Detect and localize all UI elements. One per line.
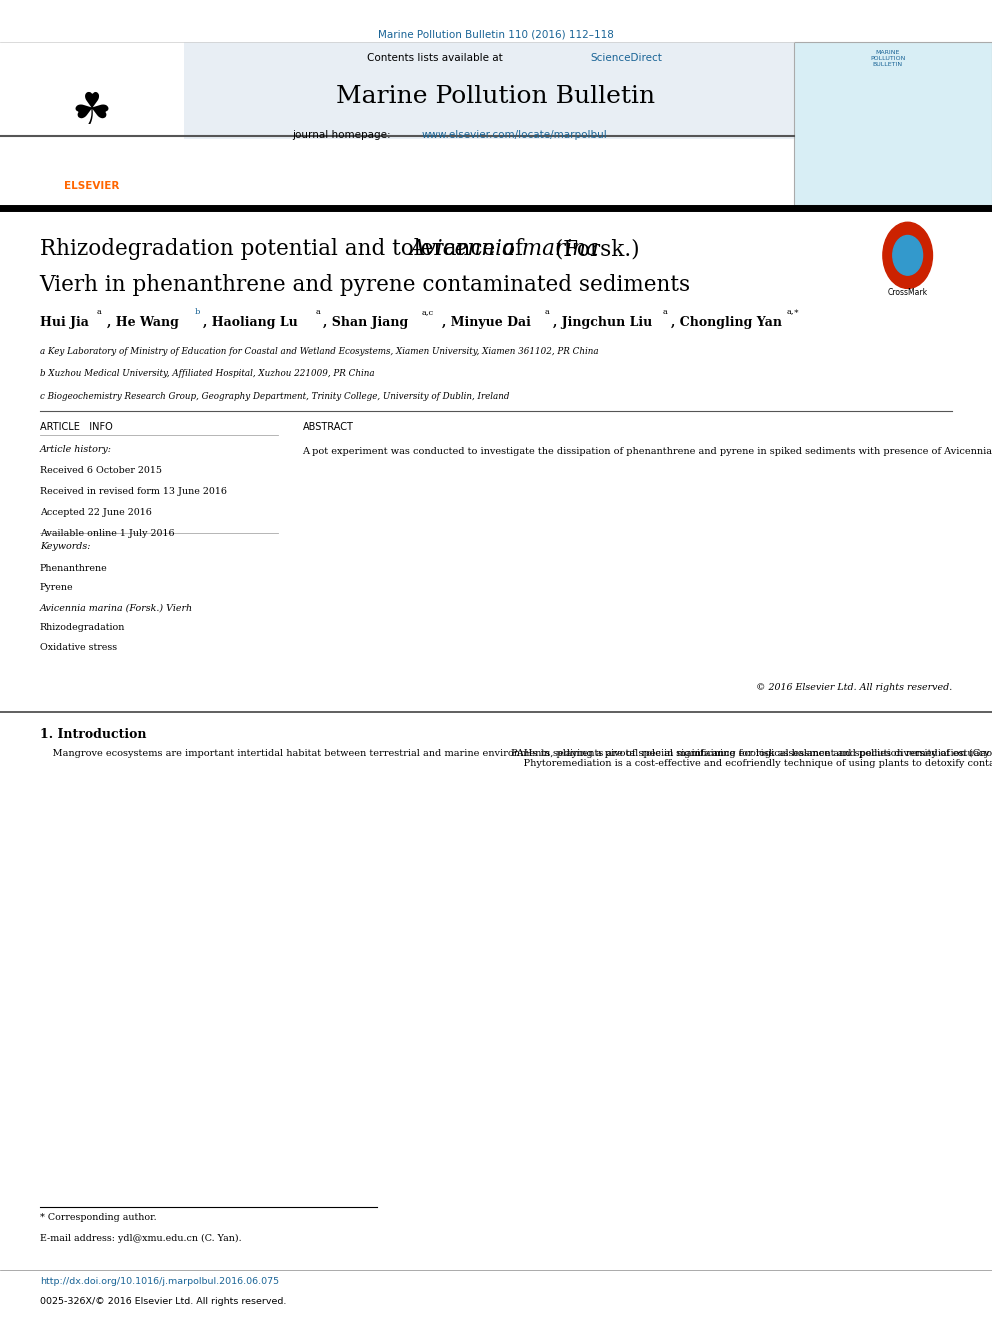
- Circle shape: [883, 222, 932, 288]
- Text: a Key Laboratory of Ministry of Education for Coastal and Wetland Ecosystems, Xi: a Key Laboratory of Ministry of Educatio…: [40, 347, 598, 356]
- FancyBboxPatch shape: [794, 42, 992, 205]
- Text: Article history:: Article history:: [40, 445, 112, 454]
- Text: , Jingchun Liu: , Jingchun Liu: [553, 316, 652, 329]
- Text: , He Wang: , He Wang: [107, 316, 179, 329]
- Text: a,c: a,c: [422, 308, 434, 316]
- Text: , Shan Jiang: , Shan Jiang: [323, 316, 409, 329]
- Text: a: a: [545, 308, 550, 316]
- Text: ELSEVIER: ELSEVIER: [63, 181, 119, 192]
- Text: 0025-326X/© 2016 Elsevier Ltd. All rights reserved.: 0025-326X/© 2016 Elsevier Ltd. All right…: [40, 1297, 286, 1306]
- Circle shape: [893, 235, 923, 275]
- Text: a,∗: a,∗: [787, 308, 800, 316]
- Text: , Minyue Dai: , Minyue Dai: [442, 316, 532, 329]
- Text: a: a: [663, 308, 668, 316]
- Text: Received 6 October 2015: Received 6 October 2015: [40, 466, 162, 475]
- Text: CrossMark: CrossMark: [888, 288, 928, 298]
- Text: Rhizodegradation potential and tolerance of: Rhizodegradation potential and tolerance…: [40, 238, 530, 261]
- Text: Mangrove ecosystems are important intertidal habitat between terrestrial and mar: Mangrove ecosystems are important intert…: [40, 749, 992, 758]
- Text: http://dx.doi.org/10.1016/j.marpolbul.2016.06.075: http://dx.doi.org/10.1016/j.marpolbul.20…: [40, 1277, 279, 1286]
- Text: a: a: [315, 308, 320, 316]
- Text: A pot experiment was conducted to investigate the dissipation of phenanthrene an: A pot experiment was conducted to invest…: [303, 447, 992, 456]
- Text: a: a: [96, 308, 101, 316]
- Text: Oxidative stress: Oxidative stress: [40, 643, 117, 652]
- Text: ☘: ☘: [71, 90, 111, 134]
- Text: c Biogeochemistry Research Group, Geography Department, Trinity College, Univers: c Biogeochemistry Research Group, Geogra…: [40, 392, 509, 401]
- Text: Phenanthrene: Phenanthrene: [40, 564, 107, 573]
- Text: Marine Pollution Bulletin: Marine Pollution Bulletin: [336, 85, 656, 107]
- Text: Accepted 22 June 2016: Accepted 22 June 2016: [40, 508, 152, 517]
- Text: Contents lists available at: Contents lists available at: [367, 53, 506, 64]
- Text: 1. Introduction: 1. Introduction: [40, 728, 146, 741]
- Text: MARINE
POLLUTION
BULLETIN: MARINE POLLUTION BULLETIN: [870, 50, 906, 67]
- Text: (Forsk.): (Forsk.): [548, 238, 639, 261]
- Text: © 2016 Elsevier Ltd. All rights reserved.: © 2016 Elsevier Ltd. All rights reserved…: [756, 683, 952, 692]
- Text: Avicennia marina (Forsk.) Vierh: Avicennia marina (Forsk.) Vierh: [40, 603, 192, 613]
- Text: Vierh in phenanthrene and pyrene contaminated sediments: Vierh in phenanthrene and pyrene contami…: [40, 274, 690, 296]
- Text: ARTICLE   INFO: ARTICLE INFO: [40, 422, 112, 433]
- Text: Hui Jia: Hui Jia: [40, 316, 88, 329]
- Text: * Corresponding author.: * Corresponding author.: [40, 1213, 157, 1222]
- Text: b: b: [194, 308, 199, 316]
- Text: www.elsevier.com/locate/marpolbul: www.elsevier.com/locate/marpolbul: [422, 130, 607, 140]
- Text: ABSTRACT: ABSTRACT: [303, 422, 353, 433]
- Text: , Chongling Yan: , Chongling Yan: [671, 316, 782, 329]
- Text: journal homepage:: journal homepage:: [293, 130, 395, 140]
- Text: Keywords:: Keywords:: [40, 542, 90, 552]
- Text: ScienceDirect: ScienceDirect: [590, 53, 662, 64]
- Text: Marine Pollution Bulletin 110 (2016) 112–118: Marine Pollution Bulletin 110 (2016) 112…: [378, 29, 614, 40]
- Text: E-mail address: ydl@xmu.edu.cn (C. Yan).: E-mail address: ydl@xmu.edu.cn (C. Yan).: [40, 1234, 241, 1244]
- Text: Avicennia marina: Avicennia marina: [410, 238, 599, 261]
- Text: PAHs in sediments are of special significance for risk assessment and pollution : PAHs in sediments are of special signifi…: [511, 749, 992, 769]
- Text: , Haoliang Lu: , Haoliang Lu: [203, 316, 299, 329]
- Text: Available online 1 July 2016: Available online 1 July 2016: [40, 529, 175, 538]
- FancyBboxPatch shape: [0, 42, 184, 205]
- Text: Received in revised form 13 June 2016: Received in revised form 13 June 2016: [40, 487, 227, 496]
- FancyBboxPatch shape: [184, 42, 794, 139]
- Text: Pyrene: Pyrene: [40, 583, 73, 593]
- Text: Rhizodegradation: Rhizodegradation: [40, 623, 125, 632]
- Text: b Xuzhou Medical University, Affiliated Hospital, Xuzhou 221009, PR China: b Xuzhou Medical University, Affiliated …: [40, 369, 374, 378]
